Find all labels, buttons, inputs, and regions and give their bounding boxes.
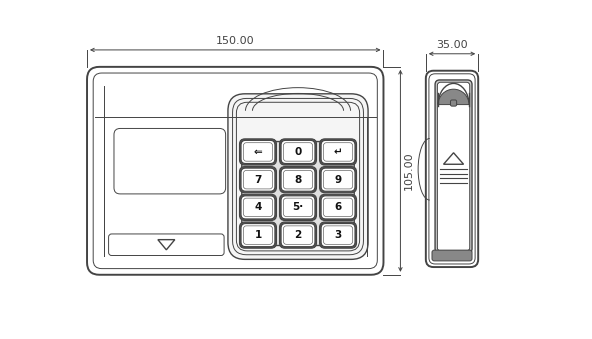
FancyBboxPatch shape [114, 128, 226, 194]
FancyBboxPatch shape [320, 222, 356, 248]
FancyBboxPatch shape [281, 168, 315, 191]
FancyBboxPatch shape [321, 196, 355, 219]
FancyBboxPatch shape [279, 194, 317, 220]
FancyBboxPatch shape [432, 250, 472, 261]
FancyBboxPatch shape [320, 139, 356, 165]
Text: 0: 0 [294, 147, 302, 157]
FancyBboxPatch shape [279, 166, 317, 193]
FancyBboxPatch shape [108, 234, 224, 256]
FancyBboxPatch shape [241, 223, 275, 247]
Text: ⇐: ⇐ [253, 147, 262, 157]
Text: 9: 9 [334, 175, 342, 185]
FancyBboxPatch shape [437, 82, 469, 251]
FancyBboxPatch shape [279, 222, 317, 248]
Text: 2: 2 [294, 230, 302, 240]
FancyBboxPatch shape [426, 71, 478, 267]
Text: 105.00: 105.00 [404, 152, 414, 190]
FancyBboxPatch shape [241, 140, 275, 163]
FancyBboxPatch shape [321, 223, 355, 247]
FancyBboxPatch shape [281, 223, 315, 247]
Text: 3: 3 [334, 230, 342, 240]
Text: ↵: ↵ [334, 147, 342, 157]
FancyBboxPatch shape [435, 80, 472, 253]
FancyBboxPatch shape [241, 168, 275, 191]
Text: 150.00: 150.00 [216, 36, 255, 46]
FancyBboxPatch shape [279, 139, 317, 165]
Text: 8: 8 [294, 175, 302, 185]
Wedge shape [438, 89, 469, 105]
FancyBboxPatch shape [281, 196, 315, 219]
FancyBboxPatch shape [320, 166, 356, 193]
FancyBboxPatch shape [451, 100, 456, 106]
FancyBboxPatch shape [240, 194, 276, 220]
FancyBboxPatch shape [281, 140, 315, 163]
FancyBboxPatch shape [321, 168, 355, 191]
FancyBboxPatch shape [240, 222, 276, 248]
FancyBboxPatch shape [320, 194, 356, 220]
FancyBboxPatch shape [240, 166, 276, 193]
FancyBboxPatch shape [228, 94, 368, 259]
Text: 5·: 5· [292, 202, 304, 213]
FancyBboxPatch shape [242, 142, 354, 245]
Text: 35.00: 35.00 [436, 40, 468, 50]
FancyBboxPatch shape [241, 196, 275, 219]
FancyBboxPatch shape [87, 67, 384, 275]
Text: 1: 1 [255, 230, 262, 240]
FancyBboxPatch shape [240, 139, 276, 165]
Text: 7: 7 [255, 175, 262, 185]
FancyBboxPatch shape [321, 140, 355, 163]
Text: 6: 6 [334, 202, 342, 213]
Text: 4: 4 [255, 202, 262, 213]
